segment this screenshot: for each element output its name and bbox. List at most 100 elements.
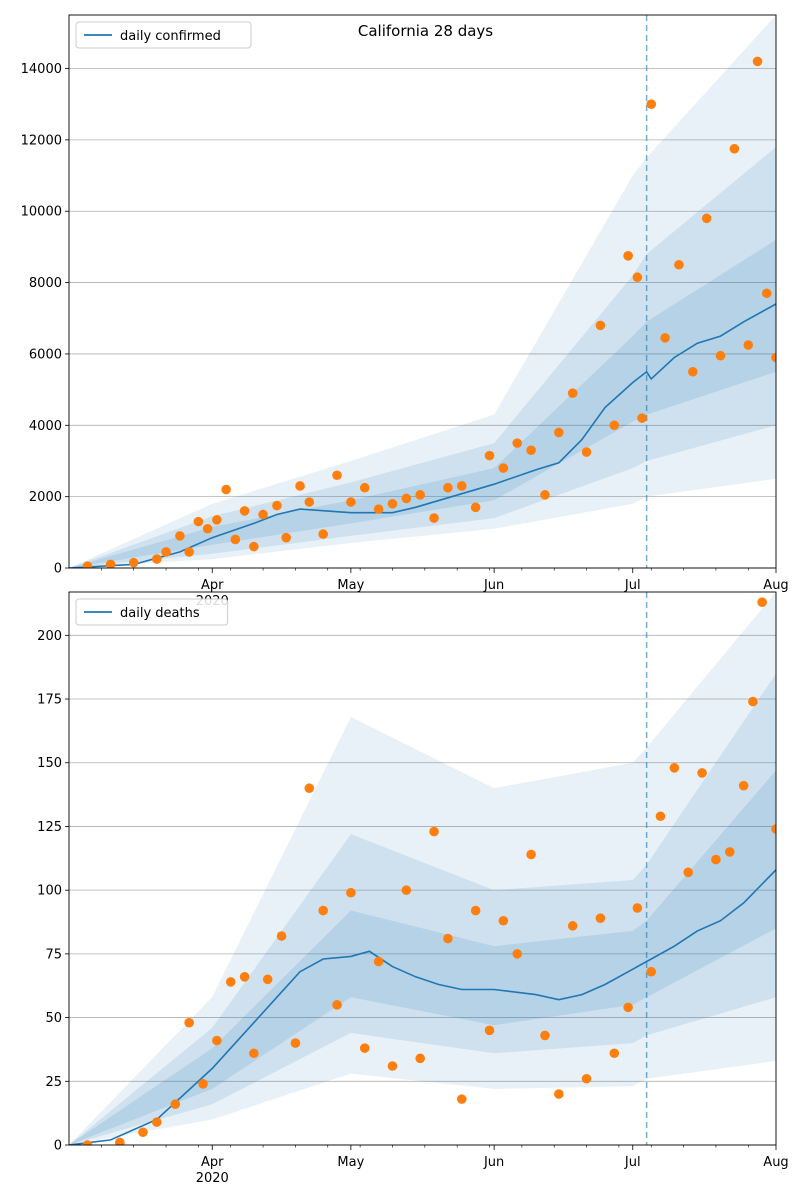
data-point [128,557,139,568]
data-point [175,531,185,541]
x-tick-label: May [337,578,364,593]
x-tick-label: Jun [483,578,504,593]
data-point [387,1061,398,1071]
data-point [184,1017,194,1028]
series-line [69,869,776,1145]
x-tick-label: Jul [624,578,641,593]
data-point [258,509,268,520]
band-outer-interval [69,15,776,568]
data-point [304,783,315,794]
data-point [295,481,305,491]
data-point [262,974,273,985]
y-tick-label: 100 [37,884,62,899]
data-point [401,493,412,504]
data-point [540,1030,550,1041]
data-point [212,515,222,525]
axes-frame [68,14,777,569]
y-tick-label: 75 [45,947,62,962]
data-point [415,1053,425,1064]
data-point [623,251,633,261]
data-point [646,966,657,977]
data-point [276,931,287,941]
data-point [304,497,315,507]
data-point [82,561,93,568]
x-tick-label: Aug [763,1155,788,1170]
data-point [688,366,698,377]
y-tick-label: 150 [37,756,62,771]
y-tick-label: 175 [37,693,62,708]
data-point [281,532,291,543]
legend-label: daily deaths [120,606,200,621]
legend: daily confirmed [75,21,252,49]
y-tick-label: 12000 [21,133,62,148]
data-point [567,388,578,398]
y-tick-label: 0 [54,1139,62,1154]
y-tick-label: 25 [45,1075,62,1090]
y-tick-label: 8000 [29,276,62,291]
data-point [170,1099,181,1110]
data-point [655,811,666,822]
data-point [443,933,453,944]
data-point [318,905,328,916]
data-point [290,1038,301,1048]
data-point [484,1025,495,1036]
legend-box [75,598,229,626]
data-point [249,541,259,552]
data-point [332,470,342,481]
y-tick-label: 0 [54,562,62,577]
data-point [526,849,536,860]
data-point [554,427,564,438]
data-point [387,498,398,509]
band-outer-interval [69,592,776,1145]
data-point [239,506,250,516]
data-point [674,259,684,270]
band-middle-interval [69,673,776,1145]
data-point [609,420,620,431]
data-point [748,696,758,707]
chart-panel-1: 02000400060008000100001200014000Apr2020M… [21,14,789,609]
data-point [637,413,647,423]
data-point [757,597,767,607]
legend-label: daily confirmed [120,29,221,44]
y-tick-label: 50 [45,1011,62,1026]
data-point [359,482,370,493]
data-point [567,921,578,931]
data-point [498,463,509,473]
data-point [138,1127,148,1138]
x-tick-label: Jun [483,1155,504,1170]
x-tick-label: Jul [624,1155,641,1170]
x-tick-sublabel: 2020 [196,1171,229,1186]
data-point [724,847,735,857]
data-point [526,445,536,456]
x-tick-label: Apr [201,1155,224,1170]
data-point [332,1000,342,1010]
data-point [697,768,707,778]
data-point [346,497,356,507]
data-point [151,1117,162,1127]
data-point [771,352,776,363]
data-point [456,481,467,491]
data-point [184,547,194,557]
data-point [115,1137,125,1145]
band-inner-interval [69,770,776,1145]
data-point [761,288,772,299]
band-inner-interval [69,239,776,568]
data-point [632,903,643,913]
y-tick-label: 14000 [21,62,62,77]
data-point [660,333,670,343]
data-point [729,143,740,154]
data-point [373,956,384,967]
data-point [401,885,412,895]
data-point [456,1094,467,1104]
series-line [69,303,776,568]
data-point [540,490,550,500]
data-point [581,1073,592,1084]
data-point [512,949,523,959]
x-tick-label: Aug [763,578,788,593]
data-point [484,450,495,461]
y-tick-label: 10000 [21,205,62,220]
data-point [359,1043,370,1053]
data-point [429,513,439,523]
